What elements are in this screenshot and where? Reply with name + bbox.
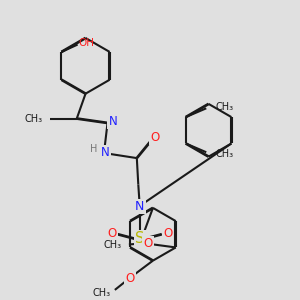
- Text: CH₃: CH₃: [92, 288, 110, 298]
- Text: O: O: [125, 272, 135, 285]
- Text: N: N: [108, 115, 117, 128]
- Text: CH₃: CH₃: [103, 239, 122, 250]
- Text: N: N: [135, 200, 144, 213]
- Text: S: S: [135, 231, 144, 246]
- Text: H: H: [90, 144, 97, 154]
- Text: N: N: [101, 146, 110, 159]
- Text: O: O: [143, 237, 153, 250]
- Text: OH: OH: [78, 38, 94, 48]
- Text: O: O: [163, 227, 172, 240]
- Text: CH₃: CH₃: [215, 102, 233, 112]
- Text: CH₃: CH₃: [215, 149, 233, 159]
- Text: O: O: [107, 227, 116, 240]
- Text: CH₃: CH₃: [25, 114, 43, 124]
- Text: O: O: [150, 130, 160, 143]
